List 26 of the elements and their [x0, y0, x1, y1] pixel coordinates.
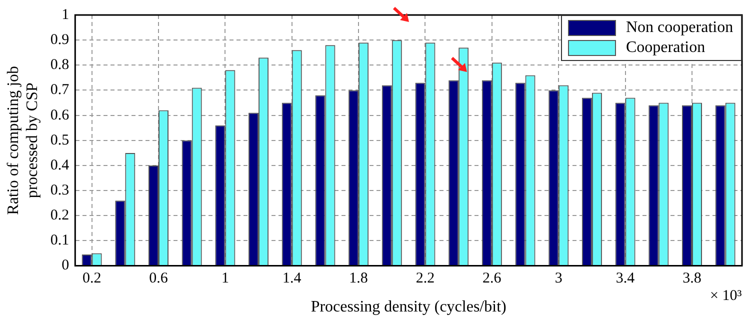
y-tick-label: 0.3: [50, 182, 70, 198]
x-tick-label: 0.6: [149, 270, 168, 287]
y-tick-label: 0.9: [50, 32, 70, 48]
x-tick-label: 2.2: [416, 270, 435, 287]
y-tick-label: 0.1: [50, 232, 70, 249]
x-tick-label: 1.8: [349, 270, 368, 287]
y-tick-label: 0.7: [50, 82, 70, 98]
y-tick-label: 0.4: [50, 157, 70, 174]
x-tick-label: 0.2: [82, 270, 102, 287]
y-axis-title: Ratio of computing job processed by CSP: [4, 66, 42, 215]
y-tick-label: 0.8: [50, 57, 70, 74]
y-tick-label: 0.5: [50, 132, 70, 148]
text: × 10³: [710, 288, 742, 305]
y-tick-label: 0.6: [50, 107, 70, 124]
legend-label: Non cooperation: [626, 18, 734, 38]
y-tick-label: 0: [62, 258, 70, 274]
x-tick-label: 1.4: [282, 270, 302, 287]
x-axis-title: Processing density (cycles/bit): [310, 298, 506, 316]
y-tick-label: 0.2: [50, 208, 70, 224]
x-tick-label: 1: [221, 270, 229, 287]
x-tick-label: 2.6: [482, 270, 502, 287]
x-tick-label: 3.8: [682, 270, 702, 287]
y-tick-label: 1: [62, 6, 70, 23]
x-tick-label: 3: [554, 270, 562, 287]
x-tick-label: 3.4: [616, 270, 636, 287]
legend-label: Cooperation: [626, 38, 706, 58]
